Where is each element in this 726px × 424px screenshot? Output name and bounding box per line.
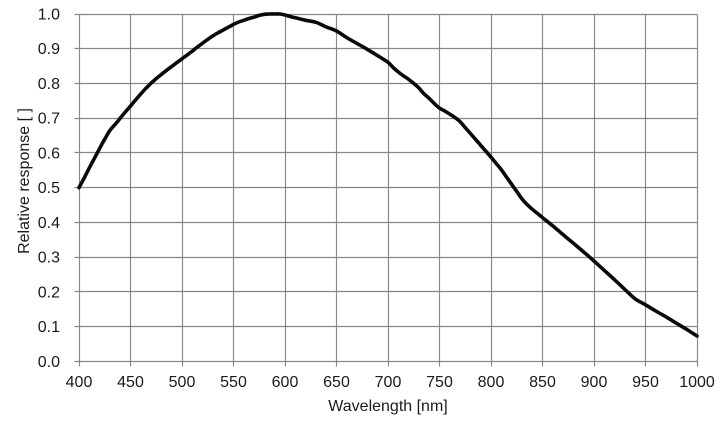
svg-text:0.4: 0.4: [38, 215, 60, 232]
svg-text:0.0: 0.0: [38, 354, 60, 371]
svg-text:0.2: 0.2: [38, 284, 60, 301]
svg-text:400: 400: [66, 374, 93, 391]
svg-text:0.8: 0.8: [38, 76, 60, 93]
svg-text:800: 800: [478, 374, 505, 391]
svg-text:750: 750: [426, 374, 453, 391]
svg-text:1000: 1000: [679, 374, 715, 391]
svg-text:0.1: 0.1: [38, 319, 60, 336]
svg-text:500: 500: [169, 374, 196, 391]
svg-text:700: 700: [375, 374, 402, 391]
svg-text:850: 850: [529, 374, 556, 391]
svg-text:0.6: 0.6: [38, 146, 60, 163]
svg-text:950: 950: [632, 374, 659, 391]
svg-text:650: 650: [323, 374, 350, 391]
svg-text:600: 600: [272, 374, 299, 391]
svg-text:0.9: 0.9: [38, 41, 60, 58]
svg-text:450: 450: [117, 374, 144, 391]
svg-text:0.7: 0.7: [38, 111, 60, 128]
svg-text:550: 550: [220, 374, 247, 391]
svg-text:0.5: 0.5: [38, 180, 60, 197]
svg-text:Relative response [ ]: Relative response [ ]: [16, 108, 33, 254]
svg-text:1.0: 1.0: [38, 7, 60, 24]
svg-text:0.3: 0.3: [38, 250, 60, 267]
svg-text:Wavelength [nm]: Wavelength [nm]: [328, 398, 447, 415]
svg-text:900: 900: [581, 374, 608, 391]
